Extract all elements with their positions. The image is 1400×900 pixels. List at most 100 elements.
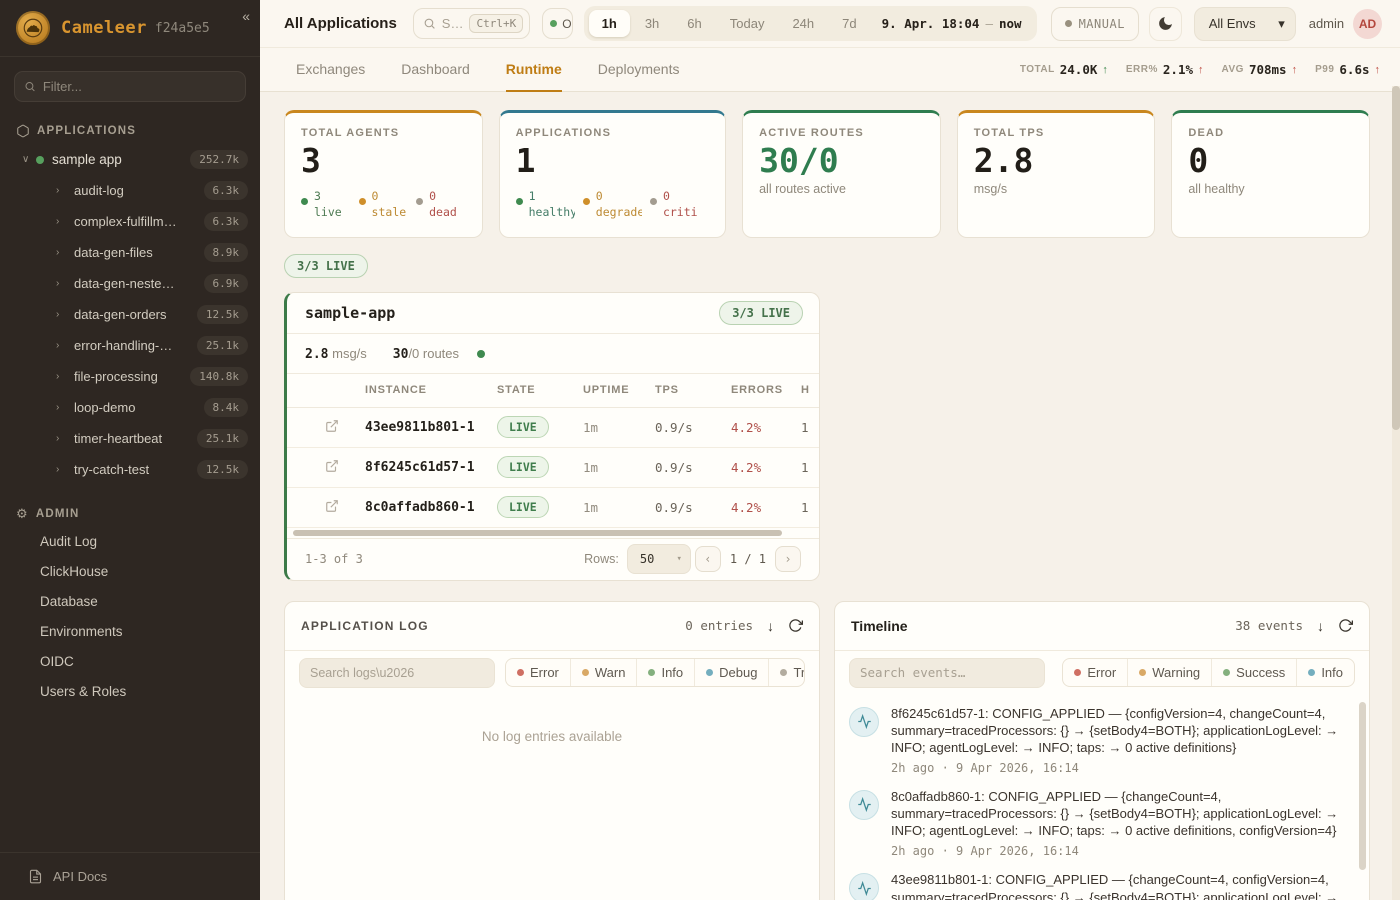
sidebar-item-audit-log[interactable]: › audit-log 6.3k — [0, 175, 260, 206]
sidebar-collapse-icon[interactable]: « — [242, 8, 250, 24]
activity-icon — [849, 706, 879, 737]
global-search[interactable]: S… Ctrl+K — [412, 8, 531, 39]
custom-range-display[interactable]: 9. Apr. 18:04– now — [881, 16, 1022, 31]
filter-error[interactable]: Error — [1063, 659, 1129, 686]
tab-dashboard[interactable]: Dashboard — [401, 60, 470, 77]
chevron-right-icon: › — [56, 340, 60, 351]
range-24h[interactable]: 24h — [792, 16, 815, 31]
sidebar-item-loop-demo[interactable]: › loop-demo 8.4k — [0, 392, 260, 423]
log-search-box[interactable] — [299, 657, 495, 688]
count-badge: 25.1k — [196, 336, 248, 355]
filter-debug[interactable]: Debug — [695, 659, 770, 686]
healthy-dot — [515, 198, 523, 206]
tab-runtime[interactable]: Runtime — [505, 48, 562, 92]
cube-icon — [17, 124, 29, 138]
filter-error[interactable]: Error — [506, 659, 571, 686]
api-docs-link[interactable]: API Docs — [0, 852, 260, 900]
download-icon[interactable]: ↓ — [1317, 617, 1324, 634]
event-list: 8f6245c61d57-1: CONFIG_APPLIED — {config… — [835, 695, 1369, 900]
stat-err: ERR% 2.1% ↑ — [1125, 62, 1204, 77]
moon-icon — [1158, 17, 1172, 30]
timeline-search-box[interactable] — [849, 657, 1045, 688]
timeline-scrollbar-thumb[interactable] — [1359, 701, 1366, 870]
online-status-chip[interactable]: O — [542, 8, 573, 39]
sidebar-item-try-catch-test[interactable]: › try-catch-test 12.5k — [0, 454, 260, 485]
filter-info[interactable]: Info — [1297, 659, 1354, 686]
sidebar: Cameleer f24a5e5 « APPLICATIONS ∨ sample… — [0, 0, 260, 900]
avatar[interactable]: AD — [1353, 8, 1382, 39]
refresh-icon[interactable] — [1338, 618, 1353, 633]
log-search-input[interactable] — [310, 665, 484, 680]
list-item[interactable]: 43ee9811b801-1: CONFIG_APPLIED — {change… — [849, 871, 1351, 900]
sidebar-item-data-gen-files[interactable]: › data-gen-files 8.9k — [0, 237, 260, 268]
content-area: TOTAL AGENTS 3 3 live 0 stale 0 dead APPLIC… — [260, 92, 1400, 900]
prev-page-button[interactable]: ‹ — [694, 546, 721, 572]
tab-exchanges[interactable]: Exchanges — [296, 60, 366, 77]
sidebar-item-sample-app[interactable]: ∨ sample app 252.7k — [0, 144, 260, 175]
external-link-icon[interactable] — [325, 499, 339, 516]
sidebar-filter[interactable] — [14, 71, 246, 102]
tab-deployments[interactable]: Deployments — [597, 60, 680, 77]
filter-info[interactable]: Info — [637, 659, 696, 686]
sidebar-item-complex-fulfillment[interactable]: › complex-fulfillm… 6.3k — [0, 206, 260, 237]
search-icon — [25, 82, 35, 92]
range-3h[interactable]: 3h — [644, 16, 660, 31]
sidebar-item-environments[interactable]: Environments — [40, 623, 123, 639]
timeline-search-input[interactable] — [860, 665, 1034, 680]
range-1h[interactable]: 1h — [588, 10, 630, 37]
filter-warn[interactable]: Warn — [571, 659, 638, 686]
brand-name: Cameleer — [61, 18, 147, 38]
sidebar-item-users-roles[interactable]: Users & Roles — [40, 683, 127, 699]
range-7d[interactable]: 7d — [842, 16, 857, 31]
external-link-icon[interactable] — [325, 459, 339, 476]
status-dot — [36, 155, 44, 164]
external-link-icon[interactable] — [325, 419, 339, 436]
sidebar-item-clickhouse[interactable]: ClickHouse — [40, 563, 109, 579]
sidebar-item-oidc[interactable]: OIDC — [40, 653, 74, 669]
sample-app-card: sample-app 3/3 LIVE 2.8 msg/s 30/0 route… — [284, 292, 820, 581]
range-6h[interactable]: 6h — [687, 16, 702, 31]
sidebar-item-data-gen-orders[interactable]: › data-gen-orders 12.5k — [0, 299, 260, 330]
table-row[interactable]: 8c0affadb860-1 LIVE 1m 0.9/s 4.2% 1 — [287, 487, 819, 528]
page-scrollbar[interactable] — [1392, 86, 1400, 900]
sidebar-item-error-handling[interactable]: › error-handling-… 25.1k — [0, 330, 260, 361]
error-dot — [517, 669, 524, 676]
sidebar-item-database[interactable]: Database — [40, 593, 98, 609]
rows-per-page-select[interactable]: 50 ▾ — [626, 544, 691, 574]
range-today[interactable]: Today — [729, 16, 765, 31]
download-icon[interactable]: ↓ — [767, 617, 774, 634]
sidebar-item-data-gen-nested[interactable]: › data-gen-neste… 6.9k — [0, 268, 260, 299]
stale-dot — [358, 198, 366, 206]
sidebar-item-file-processing[interactable]: › file-processing 140.8k — [0, 361, 260, 392]
trend-up-icon: ↑ — [1198, 63, 1204, 76]
manual-refresh-button[interactable]: MANUAL — [1050, 6, 1139, 41]
table-row[interactable]: 8f6245c61d57-1 LIVE 1m 0.9/s 4.2% 1 — [287, 447, 819, 488]
page-scrollbar-thumb[interactable] — [1392, 86, 1400, 430]
dark-mode-toggle[interactable] — [1148, 6, 1182, 41]
app-status-dot — [477, 349, 486, 358]
next-page-button[interactable]: › — [775, 546, 801, 572]
table-row[interactable]: 43ee9811b801-1 LIVE 1m 0.9/s 4.2% 1 — [287, 407, 819, 448]
live-summary-chip: 3/3 LIVE — [284, 254, 368, 278]
chevron-right-icon: › — [56, 247, 60, 258]
filter-warning[interactable]: Warning — [1128, 659, 1213, 686]
refresh-icon[interactable] — [788, 618, 803, 633]
live-dot — [301, 198, 308, 206]
list-item[interactable]: 8c0affadb860-1: CONFIG_APPLIED — {change… — [849, 788, 1351, 858]
count-badge: 12.5k — [196, 460, 248, 479]
state-badge: LIVE — [497, 456, 549, 478]
environment-select[interactable]: All Envs ▾ — [1193, 6, 1296, 41]
count-badge: 25.1k — [196, 429, 248, 448]
filter-trace[interactable]: Trace — [769, 659, 804, 686]
brand-version: f24a5e5 — [154, 20, 210, 36]
app-card-header[interactable]: sample-app 3/3 LIVE — [287, 293, 819, 334]
sidebar-filter-input[interactable] — [42, 79, 236, 94]
list-item[interactable]: 8f6245c61d57-1: CONFIG_APPLIED — {config… — [849, 705, 1351, 775]
state-badge: LIVE — [497, 416, 549, 438]
stat-total: TOTAL 24.0K ↑ — [1019, 62, 1108, 77]
sidebar-item-timer-heartbeat[interactable]: › timer-heartbeat 25.1k — [0, 423, 260, 454]
sidebar-item-audit-log-admin[interactable]: Audit Log — [40, 533, 98, 549]
scrollbar-thumb[interactable] — [293, 529, 782, 536]
filter-success[interactable]: Success — [1212, 659, 1298, 686]
